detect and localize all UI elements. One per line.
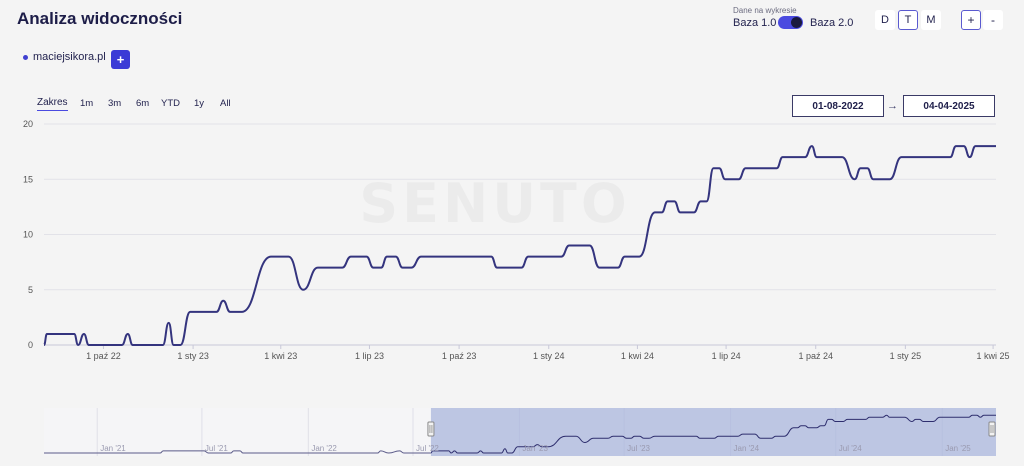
navigator-series-line-history [44,450,431,454]
navigator-x-tick-label: Jul '21 [205,444,228,453]
range-1m-button[interactable]: 1m [80,98,94,109]
data-source-option-right[interactable]: Baza 2.0 [810,17,854,29]
x-tick-label: 1 paź 24 [798,351,833,361]
date-from-input[interactable]: 01-08-2022 [792,95,884,117]
data-source-option-left[interactable]: Baza 1.0 [733,17,777,29]
x-tick-label: 1 sty 24 [533,351,565,361]
x-tick-label: 1 kwi 24 [621,351,654,361]
navigator-x-tick-label: Jan '21 [100,444,126,453]
x-axis: 1 paź 22 1 sty 23 1 kwi 23 1 lip 23 1 paź 23… [86,345,1010,361]
chart-watermark: SENUTO [359,172,631,235]
range-3m-button[interactable]: 3m [108,98,122,109]
x-tick-label: 1 sty 25 [890,351,922,361]
visibility-series-line [43,145,996,347]
navigator-handle-right[interactable] [988,421,996,437]
navigator-handle-left[interactable] [427,421,435,437]
x-tick-label: 1 lip 23 [355,351,384,361]
zoom-in-button[interactable]: + [961,10,981,30]
series-dot-icon [23,54,28,60]
x-tick-label: 1 paź 22 [86,351,121,361]
y-tick-label: 0 [28,340,33,350]
handle-grip[interactable] [427,421,435,437]
range-ytd-button[interactable]: YTD [161,98,180,109]
zoom-out-button[interactable]: - [983,10,1003,30]
navigator-x-tick-label: Jul '23 [627,444,650,453]
range-selector-label: Zakres [37,97,68,111]
x-tick-label: 1 paź 23 [442,351,477,361]
x-tick-label: 1 kwi 23 [264,351,297,361]
navigator-x-axis: Jan '21 Jul '21 Jan '22 Jul '22 Jan '23 Jul '… [100,444,971,453]
navigator-x-tick-label: Jan '22 [311,444,337,453]
x-tick-label: 1 sty 23 [177,351,209,361]
domain-name: maciejsikora.pl [33,51,106,63]
page-title: Analiza widoczności [17,9,183,28]
data-source-toggle[interactable] [778,16,803,29]
chart-grid [44,123,996,346]
data-source-label: Dane na wykresie [733,6,797,15]
y-tick-label: 20 [23,119,33,129]
date-to-input[interactable]: 04-04-2025 [903,95,995,117]
range-6m-button[interactable]: 6m [136,98,150,109]
x-tick-label: 1 kwi 25 [977,351,1010,361]
add-domain-button[interactable]: + [111,50,130,69]
navigator-x-tick-label: Jul '24 [839,444,862,453]
toggle-knob [791,17,802,28]
navigator-series-line-selected [430,414,996,454]
y-tick-label: 5 [28,285,33,295]
y-axis: 0 5 10 15 20 [23,119,33,350]
y-tick-label: 15 [23,174,33,184]
navigator[interactable]: Jan '21 Jul '21 Jan '22 Jul '22 Jan '23 Jul '… [44,408,996,456]
granularity-week-button[interactable]: T [898,10,918,30]
x-tick-label: 1 lip 24 [712,351,741,361]
granularity-month-button[interactable]: M [921,10,941,30]
navigator-x-tick-label: Jan '23 [522,444,548,453]
granularity-day-button[interactable]: D [875,10,895,30]
handle-grip[interactable] [988,421,996,437]
y-tick-label: 10 [23,230,33,240]
navigator-x-tick-label: Jul '22 [416,444,439,453]
navigator-x-tick-label: Jan '25 [945,444,971,453]
range-all-button[interactable]: All [220,98,231,109]
date-range-arrow: → [887,100,898,112]
navigator-selected-range[interactable] [430,408,996,456]
navigator-x-tick-label: Jan '24 [734,444,760,453]
range-1y-button[interactable]: 1y [194,98,205,109]
domain-legend-item[interactable]: maciejsikora.pl [23,51,106,63]
